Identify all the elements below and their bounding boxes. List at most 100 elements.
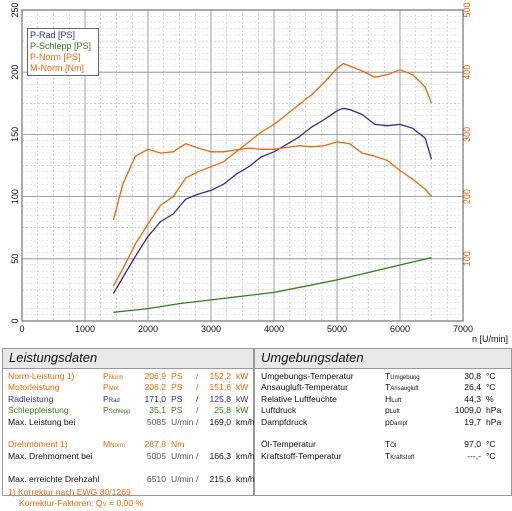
x-tick-label: 4000	[264, 324, 284, 334]
footnote-correction: 1) Korrektur nach EWG 80/1269	[3, 487, 253, 498]
leistung-v2: 25,8	[214, 405, 231, 416]
umgebung-row: Ansaugluft-Temperatur TAnsaugluft 26,4 °C	[255, 382, 511, 393]
umgebung-unit: °C	[486, 450, 496, 461]
umgebung-row: Relative Luftfeuchte HLuft 44,3%	[255, 394, 511, 405]
umgebung-value: 97,0	[464, 439, 481, 450]
y-right-tick-label: 500	[462, 2, 472, 17]
umgebung-symbol: TUmgebung	[385, 371, 420, 381]
leistung-v2: 151,6	[209, 382, 231, 393]
umgebungsdaten-rows: Umgebungs-Temperatur TUmgebung 30,8 °C Ansau…	[255, 369, 511, 462]
leistung-sym: PNorm	[103, 371, 124, 381]
leistung-sym: PMot	[103, 382, 119, 393]
leistung-row: Drehmoment 1) MNorm 287,8 Nm	[3, 439, 253, 450]
leistung-u1: Nm	[171, 439, 185, 450]
umgebung-value: 30,8	[464, 371, 481, 381]
y-right-tick-label: 100	[462, 251, 472, 266]
footnote-factors: Korrektur-Faktoren: QV = 0,00 %	[3, 498, 253, 509]
leistung-sym: PRad	[103, 393, 120, 404]
leistung-u2: kW	[236, 382, 249, 393]
series-line-3	[112, 141, 432, 221]
leistung-row: Max. Leistung bei 5085 U/min/ 169,0 km/h	[3, 416, 255, 428]
leistung-sep: /	[196, 405, 199, 416]
footnote-correction-text: 1) Korrektur nach EWG 80/1269	[8, 486, 131, 497]
leistung-u1: PS	[171, 382, 183, 393]
leistung-u1: PS	[171, 405, 183, 416]
umgebung-unit: %	[486, 393, 494, 404]
y-left-tick-label: 50	[10, 254, 20, 264]
leistung-sep: /	[196, 450, 199, 461]
leistung-label: Radleistung	[8, 393, 54, 404]
legend-item-p-rad: P-Rad [PS]	[30, 30, 76, 40]
x-tick-label: 3000	[201, 324, 221, 334]
x-tick-label: 6000	[390, 324, 410, 334]
x-tick-label: 2000	[138, 324, 158, 334]
umgebung-symbol-sub: Umgebung	[390, 375, 420, 381]
y-right-tick-label: 200	[462, 189, 472, 204]
umgebung-row: Kraftstoff-Temperatur TKraftstoff ---,- °C	[255, 451, 511, 462]
leistung-sym-sub: Norm	[108, 375, 124, 381]
series-lines	[112, 62, 433, 313]
leistung-sep: /	[196, 473, 199, 484]
umgebung-symbol: TKraftstoff	[385, 450, 415, 461]
umgebungsdaten-panel: Umgebungsdaten Umgebungs-Temperatur TUmge…	[254, 348, 512, 496]
umgebung-row	[255, 428, 511, 439]
x-tick-label: 5000	[327, 324, 347, 334]
umgebung-label: Ansaugluft-Temperatur	[261, 382, 348, 393]
footnote-factors-prefix: Korrektur-Faktoren: Q	[19, 498, 103, 509]
y-right-tick-label: 400	[462, 65, 472, 80]
umgebung-label: Öl-Temperatur	[261, 439, 316, 450]
leistung-sep: /	[196, 382, 199, 393]
leistung-v2: 125,8	[209, 393, 231, 404]
umgebung-row: Umgebungs-Temperatur TUmgebung 30,8 °C	[255, 371, 511, 382]
leistungsdaten-title: Leistungsdaten	[3, 349, 253, 369]
leistung-u1: PS	[171, 371, 183, 381]
umgebung-unit: °C	[486, 439, 496, 450]
umgebung-symbol-sub: Luft	[391, 397, 402, 404]
leistung-row: Max. Drehmoment bei 5005 U/min/ 166,3 km/h	[3, 450, 255, 462]
leistung-v1: 206,9	[144, 371, 166, 381]
umgebung-unit: °C	[486, 382, 496, 393]
leistung-u2: km/h	[236, 450, 255, 461]
leistung-u2: kW	[236, 371, 249, 381]
leistung-row: Motorleistung PMot 206,2 PS / 151,6 kW	[3, 382, 253, 393]
umgebung-symbol-sub: Kraftstoff	[390, 454, 415, 461]
leistung-u1: U/min	[171, 450, 194, 461]
umgebungsdaten-title: Umgebungsdaten	[255, 349, 511, 369]
y-left-tick-label: 150	[10, 127, 20, 142]
leistung-label: Norm-Leistung 1)	[8, 371, 75, 381]
leistung-v1: 287,8	[144, 439, 166, 450]
leistung-label: Max. Leistung bei	[8, 416, 76, 427]
x-tick-label: 7000	[453, 324, 473, 334]
umgebung-row: Luftdruck pLuft 1009,0 hPa	[255, 405, 511, 416]
legend-item-p-norm: P-Norm [PS]	[30, 52, 81, 62]
leistung-sym: PSchlepp	[103, 405, 131, 416]
umgebung-value: 44,3	[464, 393, 481, 404]
umgebung-label: Dampfdruck	[261, 416, 308, 427]
leistung-label: Max. erreichte Drehzahl	[8, 473, 100, 484]
umgebung-symbol: TAnsaugluft	[385, 382, 419, 393]
leistung-u2: km/h	[236, 473, 255, 484]
leistung-v1: 206,2	[144, 382, 166, 393]
leistung-v2: 166,3	[209, 450, 231, 461]
leistung-u1: U/min	[171, 473, 194, 484]
umgebung-symbol: pDampf	[385, 416, 408, 427]
footnote-factors-value: = 0,00 %	[106, 498, 144, 509]
y-left-tick-label: 100	[10, 189, 20, 204]
leistung-v2: 215,6	[209, 473, 231, 484]
x-tick-label: 0	[19, 324, 24, 334]
x-axis-label: n [U/min]	[472, 334, 508, 344]
umgebung-label: Kraftstoff-Temperatur	[261, 450, 342, 461]
umgebung-value: 1009,0	[454, 405, 481, 416]
leistung-label: Drehmoment 1)	[8, 439, 68, 450]
legend-item-p-schlepp: P-Schlepp [PS]	[30, 41, 92, 51]
leistungsdaten-panel: Leistungsdaten Norm-Leistung 1) PNorm 206,…	[2, 348, 255, 508]
leistung-u2: km/h	[236, 416, 255, 427]
umgebung-label: Relative Luftfeuchte	[261, 393, 337, 404]
leistung-sym-sub: Mot	[108, 386, 119, 393]
leistung-u1: PS	[171, 393, 183, 404]
umgebung-symbol: TÖl	[385, 439, 397, 450]
leistung-u2: kW	[236, 405, 249, 416]
umgebung-row: Dampfdruck pDampf 19,7 hPa	[255, 417, 511, 428]
x-tick-label: 1000	[75, 324, 95, 334]
leistung-sep: /	[196, 393, 199, 404]
